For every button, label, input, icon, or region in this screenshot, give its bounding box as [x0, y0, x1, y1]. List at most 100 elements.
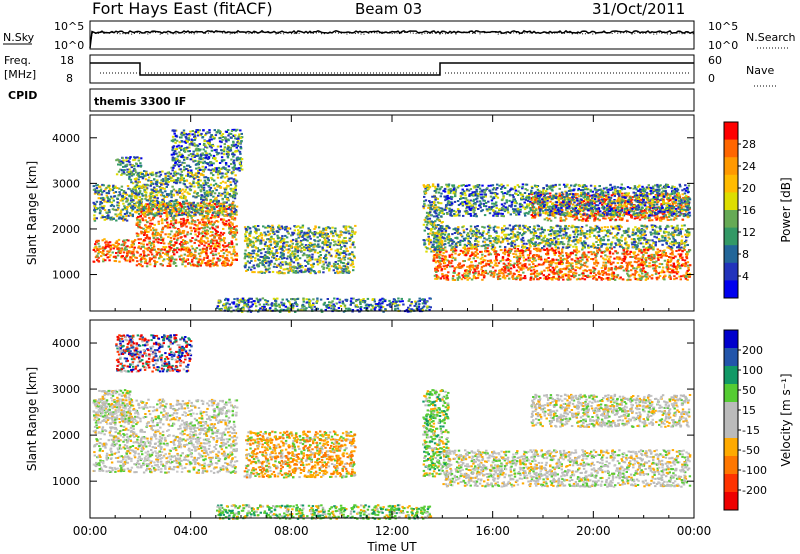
echo-cell	[111, 251, 114, 254]
echo-cell	[498, 274, 502, 277]
echo-cell	[298, 270, 302, 273]
echo-cell	[341, 271, 344, 274]
echo-cell	[235, 167, 238, 170]
echo-cell	[112, 187, 115, 189]
echo-cell	[128, 157, 131, 160]
echo-cell	[344, 227, 347, 230]
echo-cell	[245, 253, 248, 256]
echo-cell	[271, 224, 274, 227]
echo-cell	[560, 250, 564, 253]
echo-cell	[181, 232, 184, 235]
echo-cell	[675, 268, 678, 271]
echo-cell	[545, 260, 548, 263]
echo-cell	[329, 254, 333, 257]
echo-cell	[470, 251, 474, 254]
echo-cell	[232, 140, 235, 143]
echo-cell	[545, 267, 548, 269]
echo-cell	[115, 173, 119, 176]
echo-cell	[337, 259, 340, 262]
echo-cell	[593, 252, 596, 255]
echo-cell	[216, 173, 220, 176]
echo-cell	[267, 260, 271, 263]
echo-cell	[142, 252, 146, 255]
echo-cell	[210, 162, 213, 165]
echo-cell	[255, 232, 258, 235]
echo-cell	[201, 249, 205, 252]
echo-cell	[523, 275, 527, 277]
echo-cell	[171, 149, 174, 152]
echo-cell	[153, 200, 156, 203]
echo-cell	[548, 263, 551, 266]
echo-cell	[465, 249, 468, 252]
echo-cell	[208, 152, 211, 155]
echo-cell	[184, 185, 187, 188]
echo-cell	[287, 251, 290, 254]
echo-cell	[148, 216, 151, 219]
echo-cell	[153, 255, 156, 258]
echo-cell	[339, 266, 343, 269]
echo-cell	[97, 239, 100, 242]
echo-cell	[137, 238, 140, 241]
echo-cell	[232, 249, 236, 251]
echo-cell	[185, 199, 188, 202]
echo-cell	[125, 219, 129, 222]
echo-cell	[212, 162, 215, 165]
freq-tick-low: 8	[66, 72, 73, 85]
echo-cell	[285, 244, 289, 247]
echo-cell	[147, 246, 150, 249]
echo-cell	[289, 246, 293, 249]
echo-cell	[107, 192, 111, 195]
echo-cell	[569, 253, 572, 256]
echo-cell	[295, 270, 298, 272]
echo-cell	[312, 233, 315, 236]
echo-cell	[194, 137, 197, 139]
echo-cell	[604, 264, 607, 267]
nave-tick-low: 0	[708, 72, 715, 85]
echo-cell	[194, 177, 197, 179]
echo-cell	[155, 253, 158, 256]
echo-cell	[176, 177, 180, 180]
echo-cell	[196, 224, 199, 227]
echo-cell	[200, 226, 203, 229]
echo-cell	[231, 195, 235, 198]
echo-cell	[595, 255, 598, 257]
echo-cell	[224, 162, 228, 164]
echo-cell	[217, 252, 220, 255]
echo-cell	[289, 256, 292, 259]
echo-cell	[324, 229, 328, 232]
echo-cell	[155, 261, 159, 263]
echo-cell	[283, 238, 286, 241]
echo-cell	[556, 278, 559, 280]
echo-cell	[195, 209, 198, 212]
echo-cell	[112, 205, 116, 208]
echo-cell	[162, 203, 165, 206]
echo-cell	[132, 254, 136, 257]
echo-cell	[462, 260, 465, 263]
echo-cell	[343, 252, 346, 255]
echo-cell	[142, 186, 145, 189]
echo-cell	[230, 136, 233, 139]
echo-cell	[300, 271, 303, 274]
echo-cell	[114, 255, 117, 258]
echo-cell	[234, 134, 237, 137]
echo-cell	[148, 260, 151, 263]
echo-cell	[203, 160, 206, 163]
echo-cell	[317, 245, 320, 248]
echo-cell	[151, 194, 155, 197]
echo-cell	[137, 157, 141, 159]
echo-cell	[186, 213, 190, 216]
echo-cell	[267, 264, 270, 267]
echo-cell	[130, 174, 134, 177]
echo-cell	[217, 215, 220, 218]
echo-cell	[136, 221, 140, 224]
echo-cell	[592, 251, 595, 254]
echo-cell	[138, 171, 141, 174]
echo-cell	[484, 255, 487, 258]
echo-cell	[324, 240, 328, 243]
echo-cell	[650, 253, 653, 256]
echo-cell	[180, 140, 184, 143]
echo-cell	[280, 225, 283, 228]
echo-cell	[551, 278, 554, 281]
echo-cell	[212, 144, 215, 147]
echo-cell	[314, 258, 317, 261]
